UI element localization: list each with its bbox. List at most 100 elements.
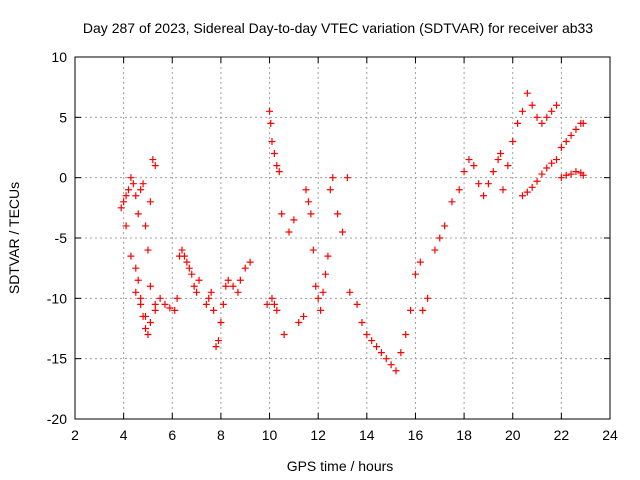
data-point: [523, 89, 531, 97]
data-point: [224, 276, 232, 284]
data-point: [499, 186, 507, 194]
data-point: [419, 306, 427, 314]
data-point: [193, 288, 201, 296]
data-point: [222, 282, 230, 290]
data-point: [127, 174, 135, 182]
data-point: [137, 294, 145, 302]
data-point: [441, 222, 449, 230]
data-point: [246, 258, 254, 266]
data-point: [470, 162, 478, 170]
data-point: [314, 294, 322, 302]
data-point: [146, 198, 154, 206]
data-point: [304, 198, 312, 206]
data-point: [302, 186, 310, 194]
data-point: [202, 300, 210, 308]
data-point: [144, 331, 152, 339]
data-point: [166, 304, 174, 312]
data-point: [562, 137, 570, 145]
data-point: [553, 156, 560, 164]
data-point: [142, 222, 150, 230]
data-point: [497, 150, 505, 158]
data-point: [173, 294, 181, 302]
data-point: [548, 159, 556, 167]
data-point: [326, 186, 334, 194]
data-point: [514, 119, 522, 127]
data-point: [465, 156, 473, 164]
data-point: [132, 264, 140, 272]
data-point: [122, 192, 130, 200]
data-point: [543, 113, 551, 121]
data-point: [190, 282, 198, 290]
data-point: [489, 168, 497, 176]
data-point: [127, 252, 135, 260]
data-point: [448, 198, 456, 206]
data-point: [295, 318, 303, 326]
data-point: [460, 168, 468, 176]
data-point: [180, 252, 188, 260]
x-tick-label: 16: [408, 427, 424, 443]
data-point: [290, 216, 298, 224]
data-point: [518, 107, 526, 115]
data-point: [518, 192, 526, 200]
data-point: [139, 180, 147, 188]
data-point: [407, 306, 415, 314]
data-point: [161, 300, 169, 308]
data-point: [528, 183, 536, 191]
y-tick-label: -5: [55, 230, 68, 246]
data-point: [339, 228, 346, 236]
data-point: [509, 137, 517, 145]
data-point: [151, 300, 159, 308]
data-point: [263, 300, 271, 308]
y-tick-label: -10: [47, 290, 67, 306]
x-tick-label: 18: [456, 427, 472, 443]
data-point: [431, 246, 439, 254]
data-point: [236, 276, 244, 284]
data-point: [241, 264, 249, 272]
data-point: [387, 361, 395, 369]
data-point: [567, 131, 575, 139]
data-point: [392, 367, 400, 375]
data-point: [533, 113, 541, 121]
data-point: [436, 234, 444, 242]
y-tick-label: 10: [51, 49, 67, 65]
data-point: [217, 318, 225, 326]
x-tick-label: 14: [359, 427, 375, 443]
x-tick-label: 6: [168, 427, 176, 443]
data-point: [528, 101, 536, 109]
data-point: [183, 258, 191, 266]
y-tick-label: -20: [47, 411, 67, 427]
chart-title: Day 287 of 2023, Sidereal Day-to-day VTE…: [83, 20, 593, 36]
data-point: [562, 171, 570, 179]
data-point: [538, 119, 546, 127]
data-point: [212, 343, 220, 351]
data-point: [280, 331, 288, 339]
data-point: [270, 150, 278, 158]
data-point: [137, 186, 145, 194]
data-point: [312, 282, 320, 290]
data-point: [494, 156, 502, 164]
data-point: [373, 343, 381, 351]
y-axis-label: SDTVAR / TECUs: [6, 182, 22, 294]
data-point: [132, 288, 140, 296]
data-point: [132, 192, 140, 200]
data-point: [572, 168, 580, 176]
data-point: [307, 210, 315, 218]
data-point: [268, 137, 276, 145]
data-point: [188, 270, 196, 278]
data-point: [142, 325, 150, 332]
data-point: [553, 101, 560, 109]
data-point: [185, 264, 193, 272]
x-tick-label: 20: [505, 427, 521, 443]
data-point: [543, 164, 551, 172]
data-point: [156, 294, 164, 302]
data-point: [137, 300, 145, 308]
data-point: [455, 186, 463, 194]
data-point: [205, 294, 213, 302]
data-point: [579, 171, 587, 179]
data-point: [267, 119, 275, 127]
gridlines: [75, 57, 610, 419]
data-point: [273, 162, 281, 170]
data-point: [538, 170, 546, 178]
data-point: [270, 300, 278, 308]
data-point: [484, 180, 492, 188]
